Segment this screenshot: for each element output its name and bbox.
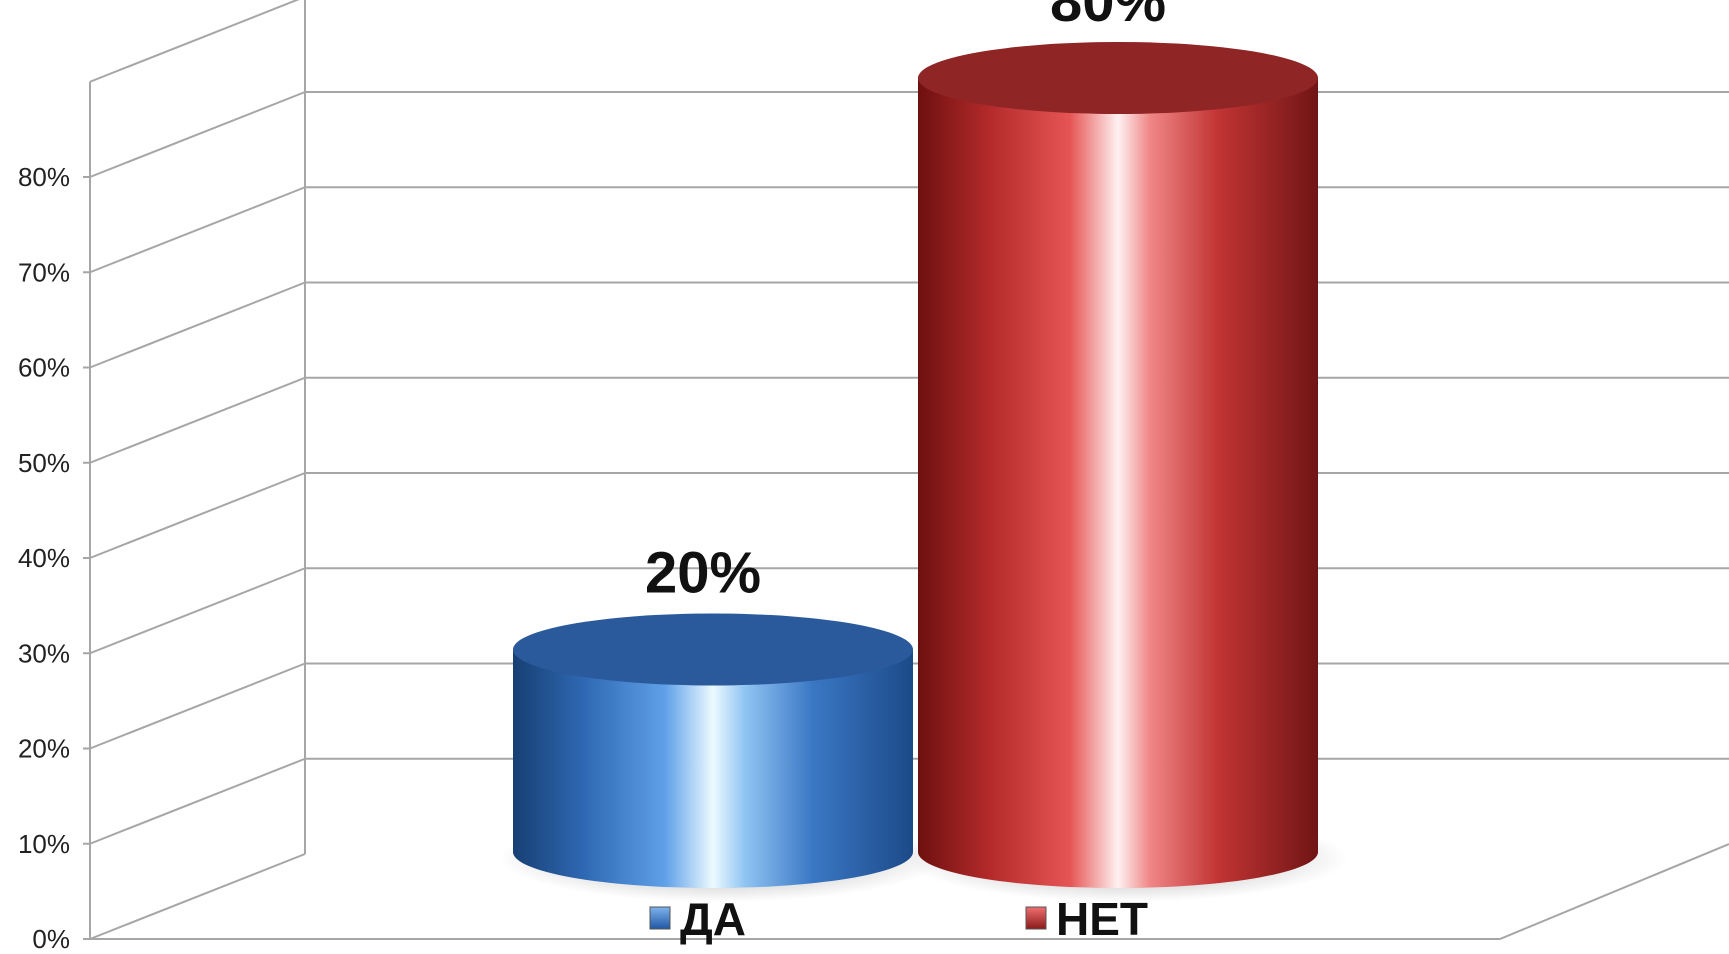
- data-label: 20%: [645, 541, 761, 606]
- chart-legend: ДА НЕТ: [649, 893, 1148, 945]
- y-tick-label: 40%: [18, 543, 70, 573]
- bar-top: [513, 613, 913, 686]
- bar-ДА: [513, 649, 913, 888]
- legend-swatch: [1025, 906, 1047, 930]
- y-tick-label: 30%: [18, 638, 70, 668]
- side-gridline: [89, 662, 306, 750]
- y-tick-label: 0%: [32, 924, 70, 954]
- legend-label: ДА: [680, 893, 746, 945]
- legend-swatch: [649, 906, 671, 930]
- data-label: 80%: [1050, 0, 1166, 34]
- side-gridline: [89, 567, 306, 655]
- y-tick-label: 70%: [18, 257, 70, 287]
- side-gridline: [89, 757, 306, 845]
- side-gridline: [89, 281, 306, 369]
- side-gridline: [89, 376, 306, 464]
- y-tick-label: 10%: [18, 829, 70, 859]
- side-gridline: [89, 186, 306, 274]
- bar-top: [918, 42, 1318, 114]
- side-gridline: [89, 91, 306, 178]
- bar-НЕТ: [918, 78, 1318, 888]
- side-gridline: [89, 472, 306, 559]
- side-wall-top-edge: [89, 0, 300, 83]
- y-tick-label: 50%: [18, 448, 70, 478]
- y-tick-label: 60%: [18, 353, 70, 383]
- y-tick-label: 20%: [18, 734, 70, 764]
- chart-bars: [499, 42, 1348, 902]
- legend-label: НЕТ: [1056, 893, 1148, 945]
- side-gridline: [89, 853, 306, 940]
- y-tick-label: 80%: [18, 162, 70, 192]
- floor-right-edge: [1499, 843, 1729, 940]
- data-labels: 20% 80%: [645, 0, 1166, 606]
